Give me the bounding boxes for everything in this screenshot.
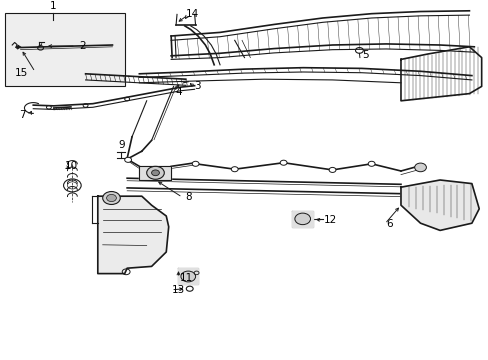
Text: 13: 13 [172,285,185,295]
Text: 10: 10 [65,161,78,171]
Polygon shape [292,211,312,227]
Circle shape [231,167,238,172]
Circle shape [280,160,286,165]
Polygon shape [139,166,171,180]
Polygon shape [98,196,168,274]
Polygon shape [178,268,198,284]
Circle shape [146,166,164,179]
Circle shape [181,271,195,282]
Circle shape [124,157,131,162]
Circle shape [294,213,310,225]
Text: 4: 4 [175,87,182,97]
Polygon shape [400,180,478,230]
Text: 15: 15 [15,68,28,78]
Text: 11: 11 [180,273,193,283]
Text: 3: 3 [194,81,201,91]
Bar [5,13,124,86]
Circle shape [151,170,159,176]
Circle shape [414,163,426,172]
Circle shape [192,161,199,166]
Text: 9: 9 [118,140,124,150]
Circle shape [367,161,374,166]
Text: 1: 1 [49,1,56,11]
Text: 7: 7 [20,110,26,120]
Circle shape [328,167,335,172]
Text: 12: 12 [323,215,336,225]
Text: 14: 14 [185,9,199,19]
Text: 2: 2 [79,41,86,51]
Text: 6: 6 [386,219,392,229]
Text: 8: 8 [184,192,191,202]
Circle shape [106,194,116,202]
Circle shape [102,192,120,204]
Text: 5: 5 [361,50,368,60]
